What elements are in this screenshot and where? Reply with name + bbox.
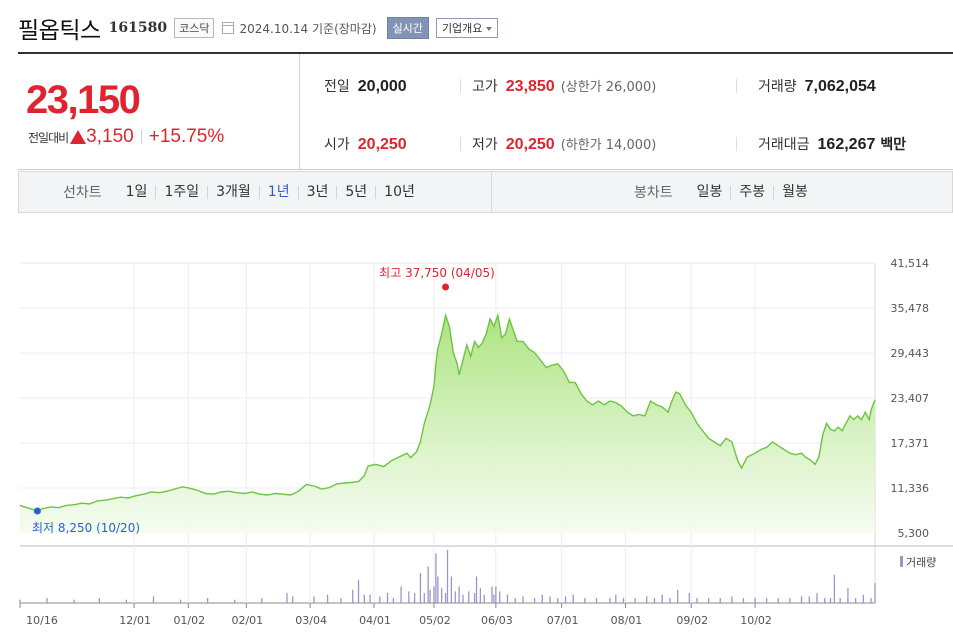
x-tick-label: 10/02: [740, 614, 772, 627]
y-tick-label: 35,478: [891, 302, 930, 315]
market-badge: 코스닥: [174, 18, 215, 38]
stat-value: 20,000: [357, 78, 407, 95]
calendar-icon: [222, 22, 235, 34]
stat-divider: [460, 79, 461, 93]
company-info-label: 기업개요: [441, 22, 483, 35]
x-tick-label: 04/01: [359, 614, 391, 627]
x-tick-label: 09/02: [676, 614, 708, 627]
lower-limit: (하한가 14,000): [560, 138, 657, 153]
x-tick-label: 12/01: [119, 614, 151, 627]
x-tick-label: 06/03: [481, 614, 513, 627]
stock-header: 필옵틱스 161580 코스닥 2024.10.14 기준(장마감) 실시간 기…: [18, 10, 499, 46]
realtime-button[interactable]: 실시간: [386, 17, 429, 39]
period-1week[interactable]: 1주일: [155, 185, 207, 199]
current-price: 23,150: [26, 78, 141, 122]
change-row: 전일대비 3,150 +15.75%: [28, 126, 224, 148]
period-divider: [491, 172, 492, 212]
stat-divider: [736, 79, 737, 93]
x-tick-label: 08/01: [611, 614, 643, 627]
stat-value: 20,250: [357, 136, 407, 153]
change-value: 3,150: [86, 126, 134, 147]
x-tick-label: 07/01: [547, 614, 579, 627]
stat-divider: [460, 137, 461, 151]
volume-legend-swatch: [900, 556, 903, 567]
y-tick-label: 29,443: [891, 347, 930, 360]
period-1day[interactable]: 1일: [125, 183, 148, 200]
min-annotation: 최저 8,250 (10/20): [32, 521, 140, 535]
base-date: 2024.10.14 기준(장마감): [239, 21, 377, 36]
price-line: [19, 312, 876, 512]
stat-unit: 백만: [880, 137, 907, 153]
y-tick-label: 5,300: [898, 527, 930, 540]
upper-limit: (상한가 26,000): [560, 80, 657, 95]
period-3month[interactable]: 3개월: [207, 185, 259, 199]
chevron-down-icon: [486, 27, 493, 31]
candle-chart-title: 봉차트: [634, 185, 673, 201]
change-label: 전일대비: [28, 130, 69, 145]
company-code: 161580: [108, 20, 168, 36]
max-marker: [442, 283, 450, 291]
stat-label: 저가: [472, 137, 498, 153]
period-1year[interactable]: 1년: [258, 185, 298, 199]
period-10year[interactable]: 10년: [375, 185, 423, 199]
stat-value: 20,250: [505, 136, 555, 153]
stat-trade-value: 거래대금 162,267 백만: [758, 134, 906, 154]
period-tab-bar: 선차트 1일 1주일 3개월 1년 3년 5년 10년 봉차트 일봉 주봉 월봉: [18, 171, 953, 213]
line-chart-periods: 선차트 1일 1주일 3개월 1년 3년 5년 10년: [63, 172, 423, 212]
y-tick-label: 41,514: [891, 257, 930, 270]
stat-value: 7,062,054: [804, 78, 876, 95]
stat-low: 저가 20,250 (하한가 14,000): [472, 134, 656, 154]
candle-chart-periods: 봉차트 일봉 주봉 월봉: [634, 172, 816, 212]
x-tick-label: 03/04: [295, 614, 327, 627]
y-tick-label: 11,336: [891, 482, 930, 495]
volume-legend-label: 거래량: [906, 556, 936, 569]
stat-label: 거래량: [758, 79, 797, 95]
line-chart-title: 선차트: [63, 185, 102, 201]
header-divider: [18, 52, 953, 54]
stat-open: 시가 20,250: [324, 134, 407, 154]
x-tick-label: 02/01: [231, 614, 263, 627]
x-tick-label: 01/02: [173, 614, 205, 627]
price-area: [20, 315, 875, 533]
x-tick-label: 05/02: [419, 614, 451, 627]
period-5year[interactable]: 5년: [336, 185, 375, 199]
change-separator: [140, 130, 142, 144]
min-marker: [33, 507, 41, 515]
x-tick-label: 10/16: [26, 614, 58, 627]
current-price-panel: 23,150 전일대비 3,150 +15.75%: [18, 54, 300, 170]
price-summary: 23,150 전일대비 3,150 +15.75% 전일 20,000 고가 2…: [18, 54, 953, 170]
candle-daily[interactable]: 일봉: [696, 183, 723, 200]
stat-prev-close: 전일 20,000: [324, 76, 407, 96]
period-3year[interactable]: 3년: [297, 185, 337, 199]
stat-label: 시가: [324, 137, 350, 153]
stat-value: 162,267: [817, 136, 876, 153]
y-tick-label: 17,371: [891, 437, 930, 450]
candle-weekly[interactable]: 주봉: [730, 185, 773, 199]
stat-divider: [736, 137, 737, 151]
up-arrow-icon: [70, 130, 87, 144]
stat-label: 거래대금: [758, 137, 810, 153]
max-annotation: 최고 37,750 (04/05): [379, 266, 495, 280]
stat-label: 전일: [324, 79, 350, 95]
company-name: 필옵틱스: [18, 18, 101, 44]
stat-label: 고가: [472, 79, 498, 95]
candle-monthly[interactable]: 월봉: [773, 185, 816, 199]
stat-high: 고가 23,850 (상한가 26,000): [472, 76, 656, 96]
change-rate: +15.75%: [148, 126, 225, 147]
stat-volume: 거래량 7,062,054: [758, 76, 876, 96]
company-info-dropdown[interactable]: 기업개요: [435, 18, 499, 38]
y-tick-label: 23,407: [891, 392, 930, 405]
stat-value: 23,850: [505, 78, 555, 95]
